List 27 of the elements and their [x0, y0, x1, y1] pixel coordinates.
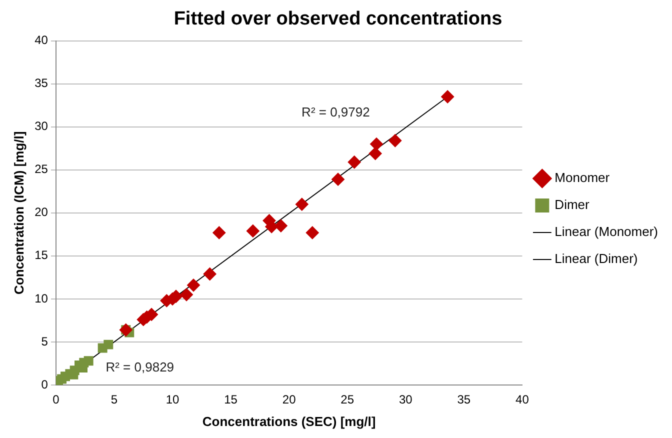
- chart-title: Fitted over observed concentrations: [174, 8, 502, 30]
- x-tick-label: 25: [340, 392, 354, 407]
- legend-label: Monomer: [554, 170, 610, 186]
- annotation: R² = 0,9829: [106, 359, 174, 374]
- y-tick-label: 10: [34, 291, 48, 306]
- y-axis-title: Concentration (ICM) [mg/l]: [11, 131, 26, 295]
- x-tick-label: 40: [516, 392, 530, 407]
- y-tick-label: 30: [34, 119, 48, 134]
- x-tick-label: 5: [110, 392, 118, 407]
- y-tick-label: 40: [34, 33, 48, 48]
- annotation: R² = 0,9792: [302, 104, 370, 120]
- y-tick-label: 35: [34, 76, 48, 90]
- y-tick-label: 15: [34, 248, 48, 262]
- x-tick-label: 0: [52, 392, 60, 407]
- x-axis-title: Concentrations (SEC) [mg/l]: [202, 414, 376, 429]
- x-tick-label: 10: [166, 392, 180, 407]
- y-tick-label: 25: [34, 162, 48, 176]
- y-tick-label: 0: [41, 377, 48, 392]
- x-tick-label: 20: [282, 392, 296, 407]
- legend-label: Dimer: [554, 197, 590, 212]
- y-tick-label: 20: [34, 205, 48, 220]
- y-tick-label: 5: [41, 334, 48, 348]
- legend-label: Linear (Monomer): [554, 224, 658, 240]
- legend-label: Linear (Dimer): [554, 251, 638, 266]
- x-tick-label: 35: [457, 392, 471, 407]
- x-tick-label: 15: [224, 392, 238, 407]
- x-tick-label: 30: [398, 392, 413, 407]
